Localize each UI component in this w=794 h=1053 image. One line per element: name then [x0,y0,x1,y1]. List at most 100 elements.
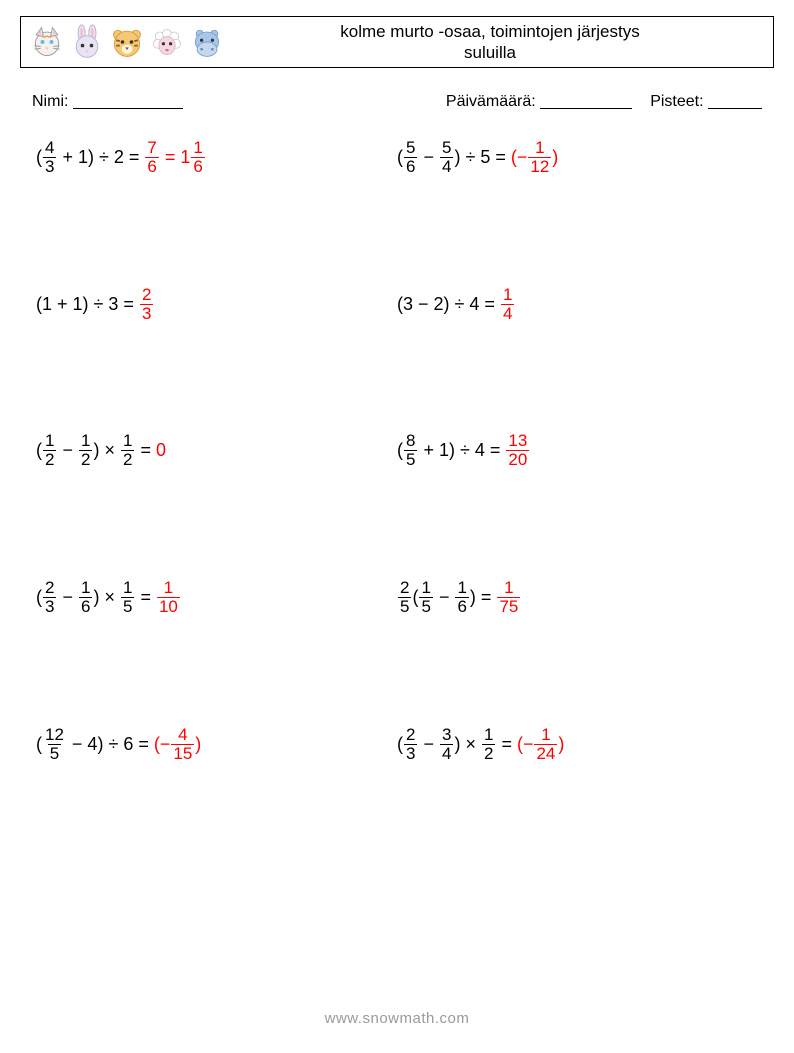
sheep-icon [149,24,185,60]
expr-text: ( [36,440,42,461]
expr-text: + 1) ÷ 4 = [418,440,505,461]
expr-text: ( [36,147,42,168]
fraction: 16 [79,579,92,616]
fraction: 85 [404,432,417,469]
answer-fraction: 14 [501,286,514,323]
problem-cell: (85 + 1) ÷ 4 = 1320 [397,432,758,469]
numerator: 1 [533,139,546,157]
numerator: 1 [191,139,204,157]
denominator: 5 [419,597,432,616]
numerator: 1 [121,432,134,450]
denominator: 24 [534,744,557,763]
hippo-icon [189,24,225,60]
numerator: 1 [79,432,92,450]
tiger-icon [109,24,145,60]
expr-text: ) × [454,734,481,755]
numerator: 2 [404,726,417,744]
expr-text: ) = [470,587,497,608]
expression: (23 − 16) × 15 = 110 [36,579,181,616]
numerator: 1 [162,579,175,597]
numerator: 8 [404,432,417,450]
fraction: 12 [121,432,134,469]
denominator: 2 [43,450,56,469]
answer-fraction: 124 [534,726,557,763]
problem-row: (43 + 1) ÷ 2 = 76 = 116(56 − 54) ÷ 5 = (… [36,139,758,176]
denominator: 3 [43,597,56,616]
numerator: 4 [176,726,189,744]
denominator: 2 [482,744,495,763]
denominator: 15 [171,744,194,763]
expr-text: ) × [93,587,120,608]
title-line-1: kolme murto -osaa, toimintojen järjestys [225,21,755,42]
denominator: 3 [140,304,153,323]
expr-text: − [418,147,439,168]
expr-text: + 1) ÷ 2 = [57,147,144,168]
answer-text: ) [195,734,201,755]
date-blank[interactable] [540,93,632,109]
fraction: 15 [419,579,432,616]
problem-row: (125 − 4) ÷ 6 = (−415)(23 − 34) × 12 = (… [36,726,758,763]
score-field: Pisteet: [650,90,762,111]
numerator: 13 [506,432,529,450]
rabbit-icon [69,24,105,60]
date-field: Päivämäärä: [446,90,632,111]
denominator: 4 [440,744,453,763]
problems-grid: (43 + 1) ÷ 2 = 76 = 116(56 − 54) ÷ 5 = (… [20,139,774,762]
answer-fraction: 415 [171,726,194,763]
answer-text: = 1 [160,147,191,168]
numerator: 2 [398,579,411,597]
expr-text: (1 + 1) ÷ 3 = [36,294,139,315]
denominator: 2 [121,450,134,469]
date-label: Päivämäärä: [446,93,536,110]
answer-fraction: 110 [157,579,180,616]
numerator: 2 [140,286,153,304]
problem-cell: (56 − 54) ÷ 5 = (−112) [397,139,758,176]
expr-text: ( [397,440,403,461]
fraction: 16 [455,579,468,616]
fraction: 34 [440,726,453,763]
denominator: 6 [79,597,92,616]
denominator: 75 [497,597,520,616]
expr-text: ( [36,734,42,755]
expression: (43 + 1) ÷ 2 = 76 = 116 [36,139,206,176]
answer-text: 0 [156,440,166,461]
denominator: 2 [79,450,92,469]
expr-text: ( [412,587,418,608]
answer-fraction: 1320 [506,432,529,469]
fraction: 12 [482,726,495,763]
problem-row: (1 + 1) ÷ 3 = 23(3 − 2) ÷ 4 = 14 [36,286,758,323]
answer-text: (− [154,734,171,755]
expr-text: − [418,734,439,755]
denominator: 5 [398,597,411,616]
answer-text: ) [558,734,564,755]
header-box: kolme murto -osaa, toimintojen järjestys… [20,16,774,68]
problem-cell: 25(15 − 16) = 175 [397,579,758,616]
score-blank[interactable] [708,93,762,109]
animal-icons-row [29,24,225,60]
expr-text: ( [36,587,42,608]
info-row: Nimi: Päivämäärä: Pisteet: [20,90,774,111]
title-line-2: suluilla [225,42,755,63]
problem-cell: (12 − 12) × 12 = 0 [36,432,397,469]
expr-text: ) ÷ 5 = [454,147,510,168]
name-blank[interactable] [73,93,183,109]
answer-text: (− [511,147,528,168]
numerator: 1 [455,579,468,597]
numerator: 5 [404,139,417,157]
denominator: 6 [145,157,158,176]
expr-text: ) × [93,440,120,461]
answer-fraction: 16 [191,139,204,176]
expr-text: ( [397,734,403,755]
denominator: 10 [157,597,180,616]
worksheet-title: kolme murto -osaa, toimintojen järjestys… [225,21,765,64]
problem-cell: (23 − 34) × 12 = (−124) [397,726,758,763]
denominator: 6 [191,157,204,176]
expression: (23 − 34) × 12 = (−124) [397,726,564,763]
name-field: Nimi: [32,90,446,111]
answer-fraction: 76 [145,139,158,176]
denominator: 4 [440,157,453,176]
fraction: 12 [79,432,92,469]
expr-text: = [135,587,156,608]
fraction: 15 [121,579,134,616]
cat-icon [29,24,65,60]
